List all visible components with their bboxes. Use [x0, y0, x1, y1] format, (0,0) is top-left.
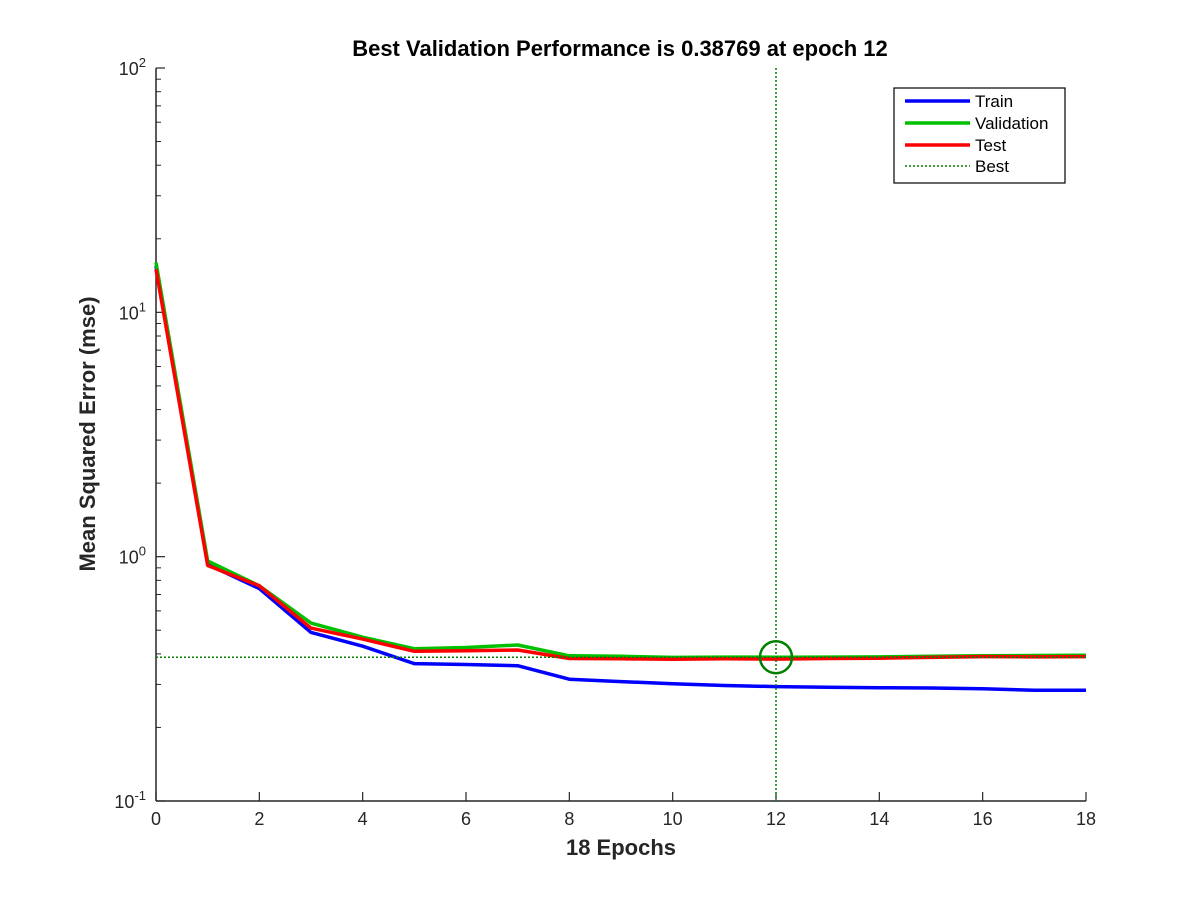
legend: Train Validation Test Best	[893, 87, 1066, 184]
x-tick-label: 10	[663, 809, 683, 829]
x-tick-label: 4	[358, 809, 368, 829]
legend-label-best: Best	[975, 157, 1009, 176]
x-tick-label: 8	[564, 809, 574, 829]
best-circle-marker	[758, 639, 794, 675]
x-tick-label: 0	[151, 809, 161, 829]
y-axis-label: Mean Squared Error (mse)	[75, 296, 100, 571]
axes-frame	[155, 68, 1086, 802]
chart-title: Best Validation Performance is 0.38769 a…	[352, 36, 888, 61]
legend-label-train: Train	[975, 92, 1013, 111]
series-line-test	[154, 268, 1087, 662]
y-tick-label: 102	[119, 55, 146, 79]
best-marker-group	[156, 68, 1086, 801]
x-tick-label: 18	[1076, 809, 1096, 829]
y-tick-label: 100	[119, 544, 146, 568]
plot-area	[156, 68, 1086, 801]
y-tick-label: 10-1	[114, 788, 146, 812]
legend-label-test: Test	[975, 136, 1006, 155]
x-axis-label: 18 Epochs	[566, 835, 676, 860]
legend-box	[893, 87, 1066, 184]
y-tick-label: 101	[119, 299, 146, 323]
x-tick-label: 6	[461, 809, 471, 829]
x-axis-ticks: 0 2 4 6 8 10 12 14 16 18	[151, 792, 1096, 829]
y-axis-ticks: 10-1 100 101 102	[114, 55, 165, 812]
x-tick-label: 12	[766, 809, 786, 829]
x-tick-label: 16	[973, 809, 993, 829]
x-tick-label: 14	[869, 809, 889, 829]
legend-label-validation: Validation	[975, 114, 1048, 133]
series-lines	[154, 262, 1087, 692]
x-tick-label: 2	[254, 809, 264, 829]
series-line-train	[154, 265, 1086, 692]
